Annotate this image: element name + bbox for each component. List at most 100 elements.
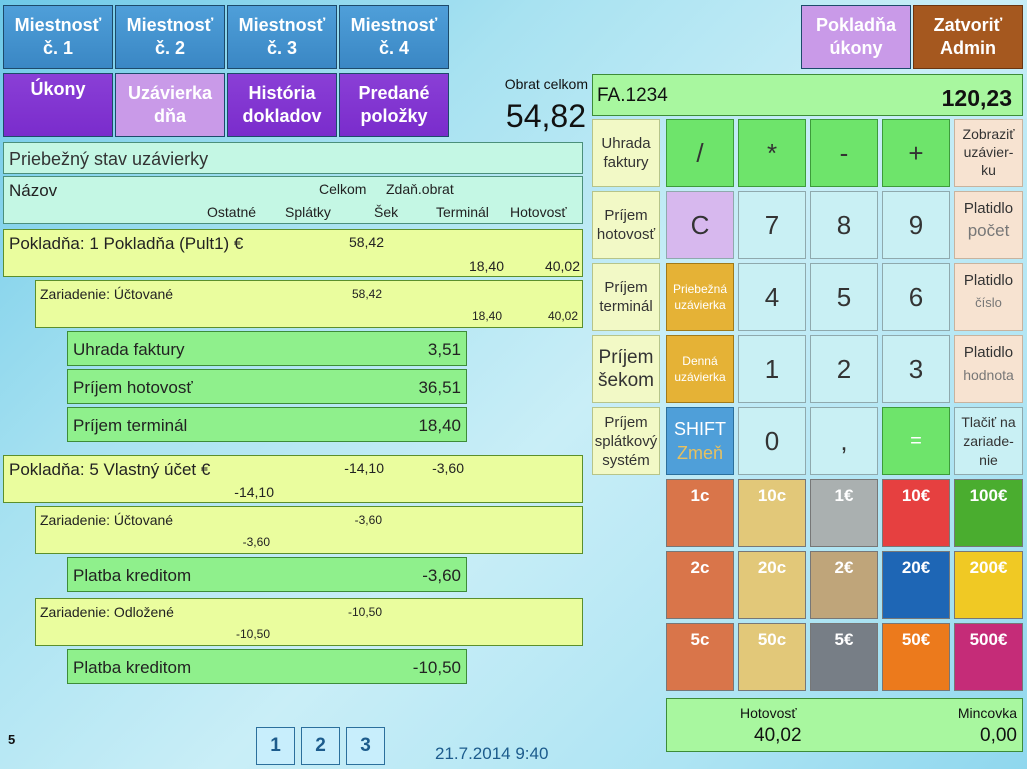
terminal-label-1: Príjem — [604, 279, 648, 296]
priebezna-uzavierka-button[interactable]: Priebežná uzávierka — [666, 263, 734, 331]
register-5-ostatne: -14,10 — [234, 484, 274, 500]
money-button[interactable]: 5€ — [810, 623, 878, 691]
payment-row[interactable]: Uhrada faktury 3,51 — [67, 331, 467, 366]
device-ostatne: -10,50 — [235, 627, 270, 641]
tlacit-na-zariadenie-button[interactable]: Tlačiť na zariade-nie — [954, 407, 1023, 475]
digit-9-key[interactable]: 9 — [882, 191, 950, 259]
register-1-celkom: 58,42 — [348, 234, 384, 250]
platidlo-hodnota-button[interactable]: Platidlo hodnota — [954, 335, 1023, 403]
money-button[interactable]: 1€ — [810, 479, 878, 547]
device-row[interactable]: Zariadenie: Odložené -10,50 -10,50 — [35, 598, 583, 646]
digit-0-key[interactable]: 0 — [738, 407, 806, 475]
close-admin-button[interactable]: Zatvoriť Admin — [913, 5, 1023, 69]
digit-6-key[interactable]: 6 — [882, 263, 950, 331]
room-4-label: Miestnosť — [350, 15, 438, 35]
header-sek: Šek — [374, 204, 399, 220]
tab-predane[interactable]: Predané položky — [339, 73, 449, 137]
prijem-terminal-button[interactable]: Príjem terminál — [592, 263, 660, 331]
pocet-label-1: Platidlo — [963, 200, 1014, 217]
room-2-button[interactable]: Miestnosť č. 2 — [115, 5, 225, 69]
uhrada-faktury-button[interactable]: Uhrada faktury — [592, 119, 660, 187]
payment-row[interactable]: Platba kreditom -10,50 — [67, 649, 467, 684]
payment-label: Uhrada faktury — [73, 340, 185, 359]
hotovost-label-2: hotovosť — [596, 226, 656, 243]
prijem-hotovost-button[interactable]: Príjem hotovosť — [592, 191, 660, 259]
tab-uzavierka-label-1: Uzávierka — [127, 83, 213, 103]
money-button[interactable]: 10€ — [882, 479, 950, 547]
shift-key[interactable]: SHIFT Zmeň — [666, 407, 734, 475]
mincovka-label: Mincovka — [957, 705, 1017, 721]
divide-key[interactable]: / — [666, 119, 734, 187]
report-title-bar: Priebežný stav uzávierky — [3, 142, 583, 174]
room-3-button[interactable]: Miestnosť č. 3 — [227, 5, 337, 69]
digit-1-key[interactable]: 1 — [738, 335, 806, 403]
tab-ukony-label: Úkony — [30, 79, 86, 99]
page-2-button[interactable]: 2 — [301, 727, 340, 765]
denna-uzavierka-button[interactable]: Denná uzávierka — [666, 335, 734, 403]
register-5-zdan: -3,60 — [432, 460, 464, 476]
totals-display: Hotovosť 40,02 Mincovka 0,00 — [666, 698, 1023, 752]
tab-uzavierka[interactable]: Uzávierka dňa — [115, 73, 225, 137]
money-button[interactable]: 50€ — [882, 623, 950, 691]
money-button[interactable]: 10c — [738, 479, 806, 547]
payment-row[interactable]: Príjem terminál 18,40 — [67, 407, 467, 442]
header-celkom: Celkom — [319, 181, 367, 197]
page-1-button[interactable]: 1 — [256, 727, 295, 765]
minus-key[interactable]: - — [810, 119, 878, 187]
priebezna-label-1: Priebežná — [672, 282, 728, 296]
uhrada-label-1: Uhrada — [601, 135, 651, 152]
money-button[interactable]: 1c — [666, 479, 734, 547]
money-button[interactable]: 2c — [666, 551, 734, 619]
payment-value: -3,60 — [422, 566, 461, 585]
payment-row[interactable]: Príjem hotovosť 36,51 — [67, 369, 467, 404]
digit-3-key[interactable]: 3 — [882, 335, 950, 403]
tab-ukony[interactable]: Úkony — [3, 73, 113, 137]
cash-operations-button[interactable]: Pokladňa úkony — [801, 5, 911, 69]
digit-5-key[interactable]: 5 — [810, 263, 878, 331]
device-title: Zariadenie: Účtované — [40, 286, 174, 302]
room-1-number: č. 1 — [42, 38, 73, 58]
digit-8-key[interactable]: 8 — [810, 191, 878, 259]
money-button[interactable]: 500€ — [954, 623, 1023, 691]
splatkovy-label-3: systém — [602, 451, 650, 469]
register-group-1[interactable]: Pokladňa: 1 Pokladňa (Pult1) € 58,42 18,… — [3, 229, 583, 277]
invoice-number: FA.1234 — [597, 85, 668, 106]
room-2-number: č. 2 — [154, 38, 185, 58]
digit-7-key[interactable]: 7 — [738, 191, 806, 259]
device-row[interactable]: Zariadenie: Účtované -3,60 -3,60 — [35, 506, 583, 554]
payment-row[interactable]: Platba kreditom -3,60 — [67, 557, 467, 592]
money-button[interactable]: 20€ — [882, 551, 950, 619]
device-row[interactable]: Zariadenie: Účtované 58,42 18,40 40,02 — [35, 280, 583, 328]
payment-value: 18,40 — [418, 416, 461, 435]
room-1-button[interactable]: Miestnosť č. 1 — [3, 5, 113, 69]
priebezna-label-2: uzávierka — [674, 298, 726, 312]
device-celkom: -3,60 — [354, 513, 382, 527]
room-4-button[interactable]: Miestnosť č. 4 — [339, 5, 449, 69]
register-group-5[interactable]: Pokladňa: 5 Vlastný účet € -14,10 -3,60 … — [3, 455, 583, 503]
tab-historia[interactable]: História dokladov — [227, 73, 337, 137]
clear-key[interactable]: C — [666, 191, 734, 259]
digit-4-key[interactable]: 4 — [738, 263, 806, 331]
comma-key[interactable]: , — [810, 407, 878, 475]
room-3-number: č. 3 — [266, 38, 297, 58]
equals-key[interactable]: = — [882, 407, 950, 475]
money-button[interactable]: 50c — [738, 623, 806, 691]
hotovost-value: 40,02 — [754, 725, 802, 746]
money-button[interactable]: 20c — [738, 551, 806, 619]
splatkovy-label-1: Príjem — [604, 413, 648, 431]
money-button[interactable]: 100€ — [954, 479, 1023, 547]
record-count: 5 — [8, 732, 16, 747]
page-3-button[interactable]: 3 — [346, 727, 385, 765]
zobrazit-uzavierku-button[interactable]: Zobraziť uzávier-ku — [954, 119, 1023, 187]
zobrazit-label-3: ku — [981, 162, 996, 178]
multiply-key[interactable]: * — [738, 119, 806, 187]
money-button[interactable]: 5c — [666, 623, 734, 691]
plus-key[interactable]: + — [882, 119, 950, 187]
digit-2-key[interactable]: 2 — [810, 335, 878, 403]
money-button[interactable]: 2€ — [810, 551, 878, 619]
prijem-sekom-button[interactable]: Príjem šekom — [592, 335, 660, 403]
money-button[interactable]: 200€ — [954, 551, 1023, 619]
platidlo-cislo-button[interactable]: Platidlo číslo — [954, 263, 1023, 331]
prijem-splatkovy-button[interactable]: Príjem splátkový systém — [592, 407, 660, 475]
platidlo-pocet-button[interactable]: Platidlo počet — [954, 191, 1023, 259]
